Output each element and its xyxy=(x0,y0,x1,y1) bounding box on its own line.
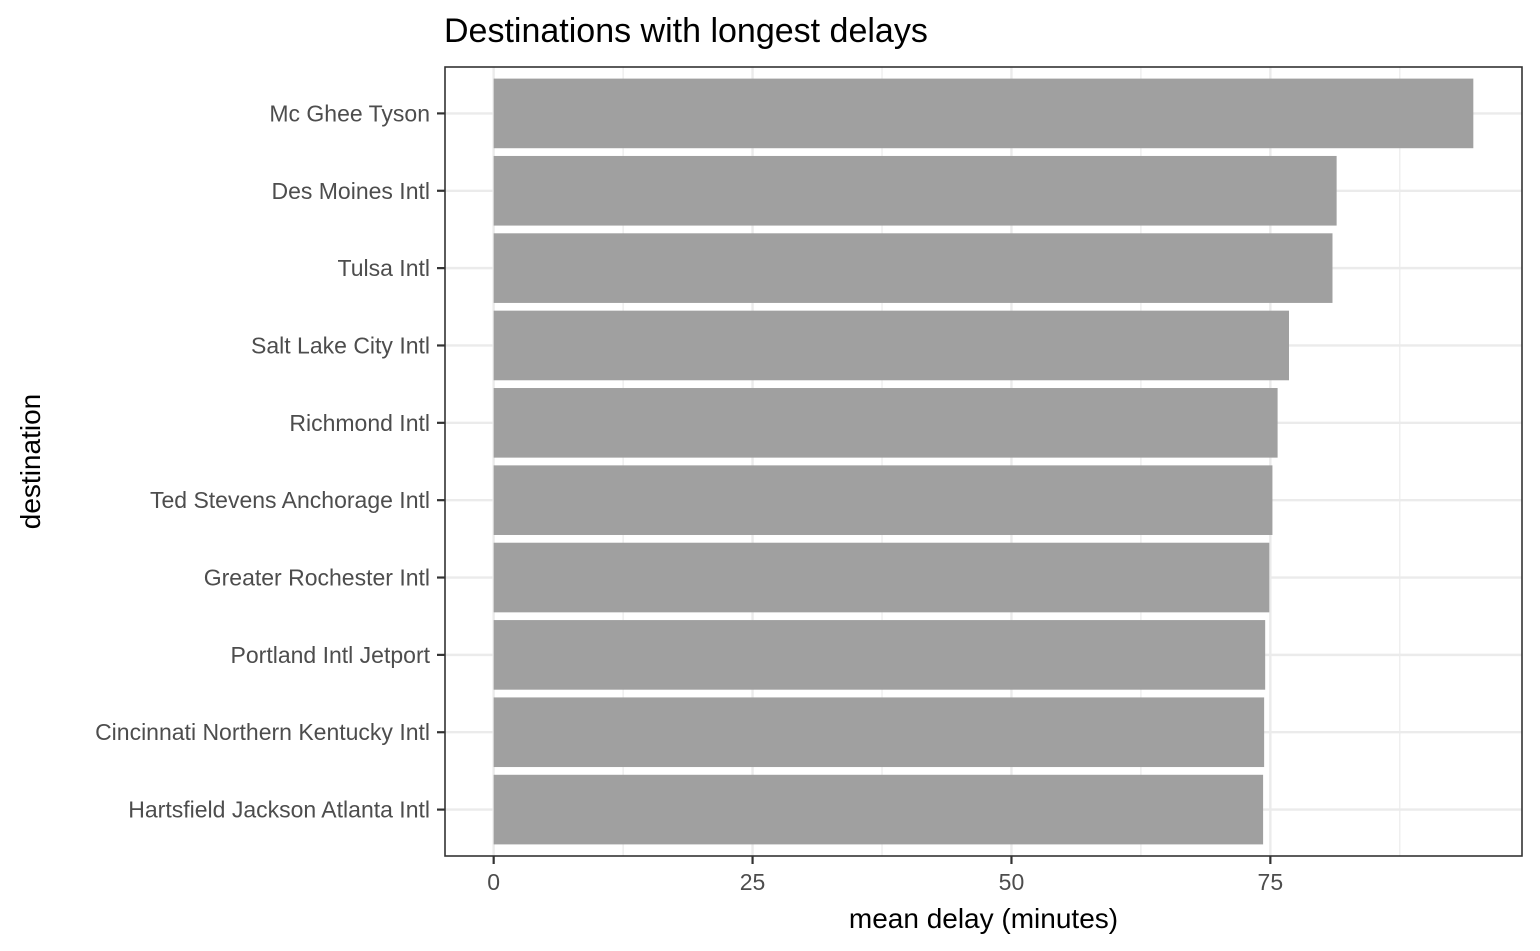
y-axis-title: destination xyxy=(15,394,46,529)
y-tick-label: Tulsa Intl xyxy=(338,255,430,281)
y-tick-label: Portland Intl Jetport xyxy=(231,642,431,668)
panel-border xyxy=(444,66,1523,857)
bar xyxy=(493,697,1265,768)
bars xyxy=(493,78,1474,845)
y-tick-label: Greater Rochester Intl xyxy=(204,565,430,591)
x-tick-label: 50 xyxy=(999,869,1025,895)
y-axis: Mc Ghee Tyson Des Moines Intl Tulsa Intl Sa… xyxy=(95,100,445,823)
x-tick-label: 25 xyxy=(740,869,766,895)
y-tick-label: Richmond Intl xyxy=(289,410,430,436)
x-tick-label: 0 xyxy=(487,869,500,895)
bar xyxy=(493,774,1264,845)
bar xyxy=(493,78,1474,149)
bar xyxy=(493,155,1337,226)
y-tick-label: Cincinnati Northern Kentucky Intl xyxy=(95,719,430,745)
y-tick-label: Mc Ghee Tyson xyxy=(269,100,430,126)
bar xyxy=(493,542,1270,613)
chart-title: Destinations with longest delays xyxy=(444,12,928,50)
y-tick-label: Salt Lake City Intl xyxy=(251,332,430,358)
bar xyxy=(493,620,1266,690)
bar xyxy=(493,388,1278,458)
bar xyxy=(493,233,1333,303)
x-tick-label: 75 xyxy=(1258,869,1284,895)
y-tick-label: Hartsfield Jackson Atlanta Intl xyxy=(128,797,430,823)
x-axis: 0 25 50 75 xyxy=(487,856,1283,895)
y-tick-label: Des Moines Intl xyxy=(271,178,430,204)
bar xyxy=(493,310,1289,381)
bar xyxy=(493,465,1273,535)
x-axis-title: mean delay (minutes) xyxy=(849,903,1118,934)
y-tick-label: Ted Stevens Anchorage Intl xyxy=(150,487,430,513)
